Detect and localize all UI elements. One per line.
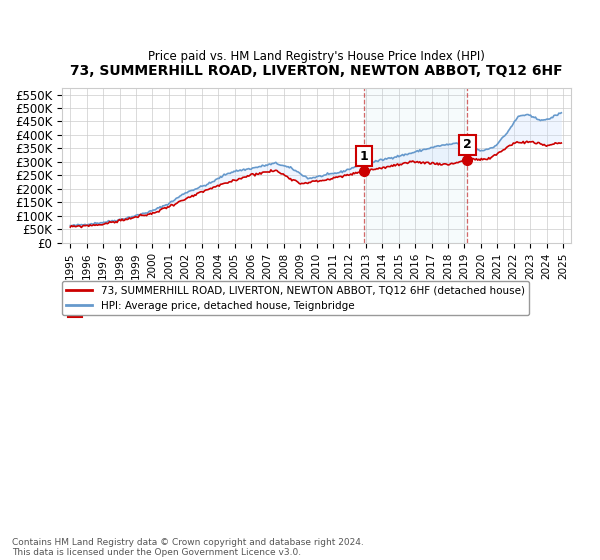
- Legend: 73, SUMMERHILL ROAD, LIVERTON, NEWTON ABBOT, TQ12 6HF (detached house), HPI: Ave: 73, SUMMERHILL ROAD, LIVERTON, NEWTON AB…: [62, 281, 529, 315]
- Text: 14-NOV-2012        £265,000        7% ↓ HPI: 14-NOV-2012 £265,000 7% ↓ HPI: [90, 292, 336, 302]
- Text: 2: 2: [71, 304, 79, 314]
- Text: 2: 2: [463, 138, 472, 151]
- Text: 73, SUMMERHILL ROAD, LIVERTON, NEWTON ABBOT, TQ12 6HF: 73, SUMMERHILL ROAD, LIVERTON, NEWTON AB…: [70, 64, 563, 78]
- Text: 1: 1: [359, 150, 368, 162]
- Text: 08-MAR-2019        £307,000        14% ↓ HPI: 08-MAR-2019 £307,000 14% ↓ HPI: [90, 304, 344, 314]
- Bar: [364, 88, 467, 242]
- Text: Contains HM Land Registry data © Crown copyright and database right 2024.
This d: Contains HM Land Registry data © Crown c…: [12, 538, 364, 557]
- Title: Price paid vs. HM Land Registry's House Price Index (HPI): Price paid vs. HM Land Registry's House …: [148, 50, 485, 63]
- Text: 1: 1: [71, 292, 79, 302]
